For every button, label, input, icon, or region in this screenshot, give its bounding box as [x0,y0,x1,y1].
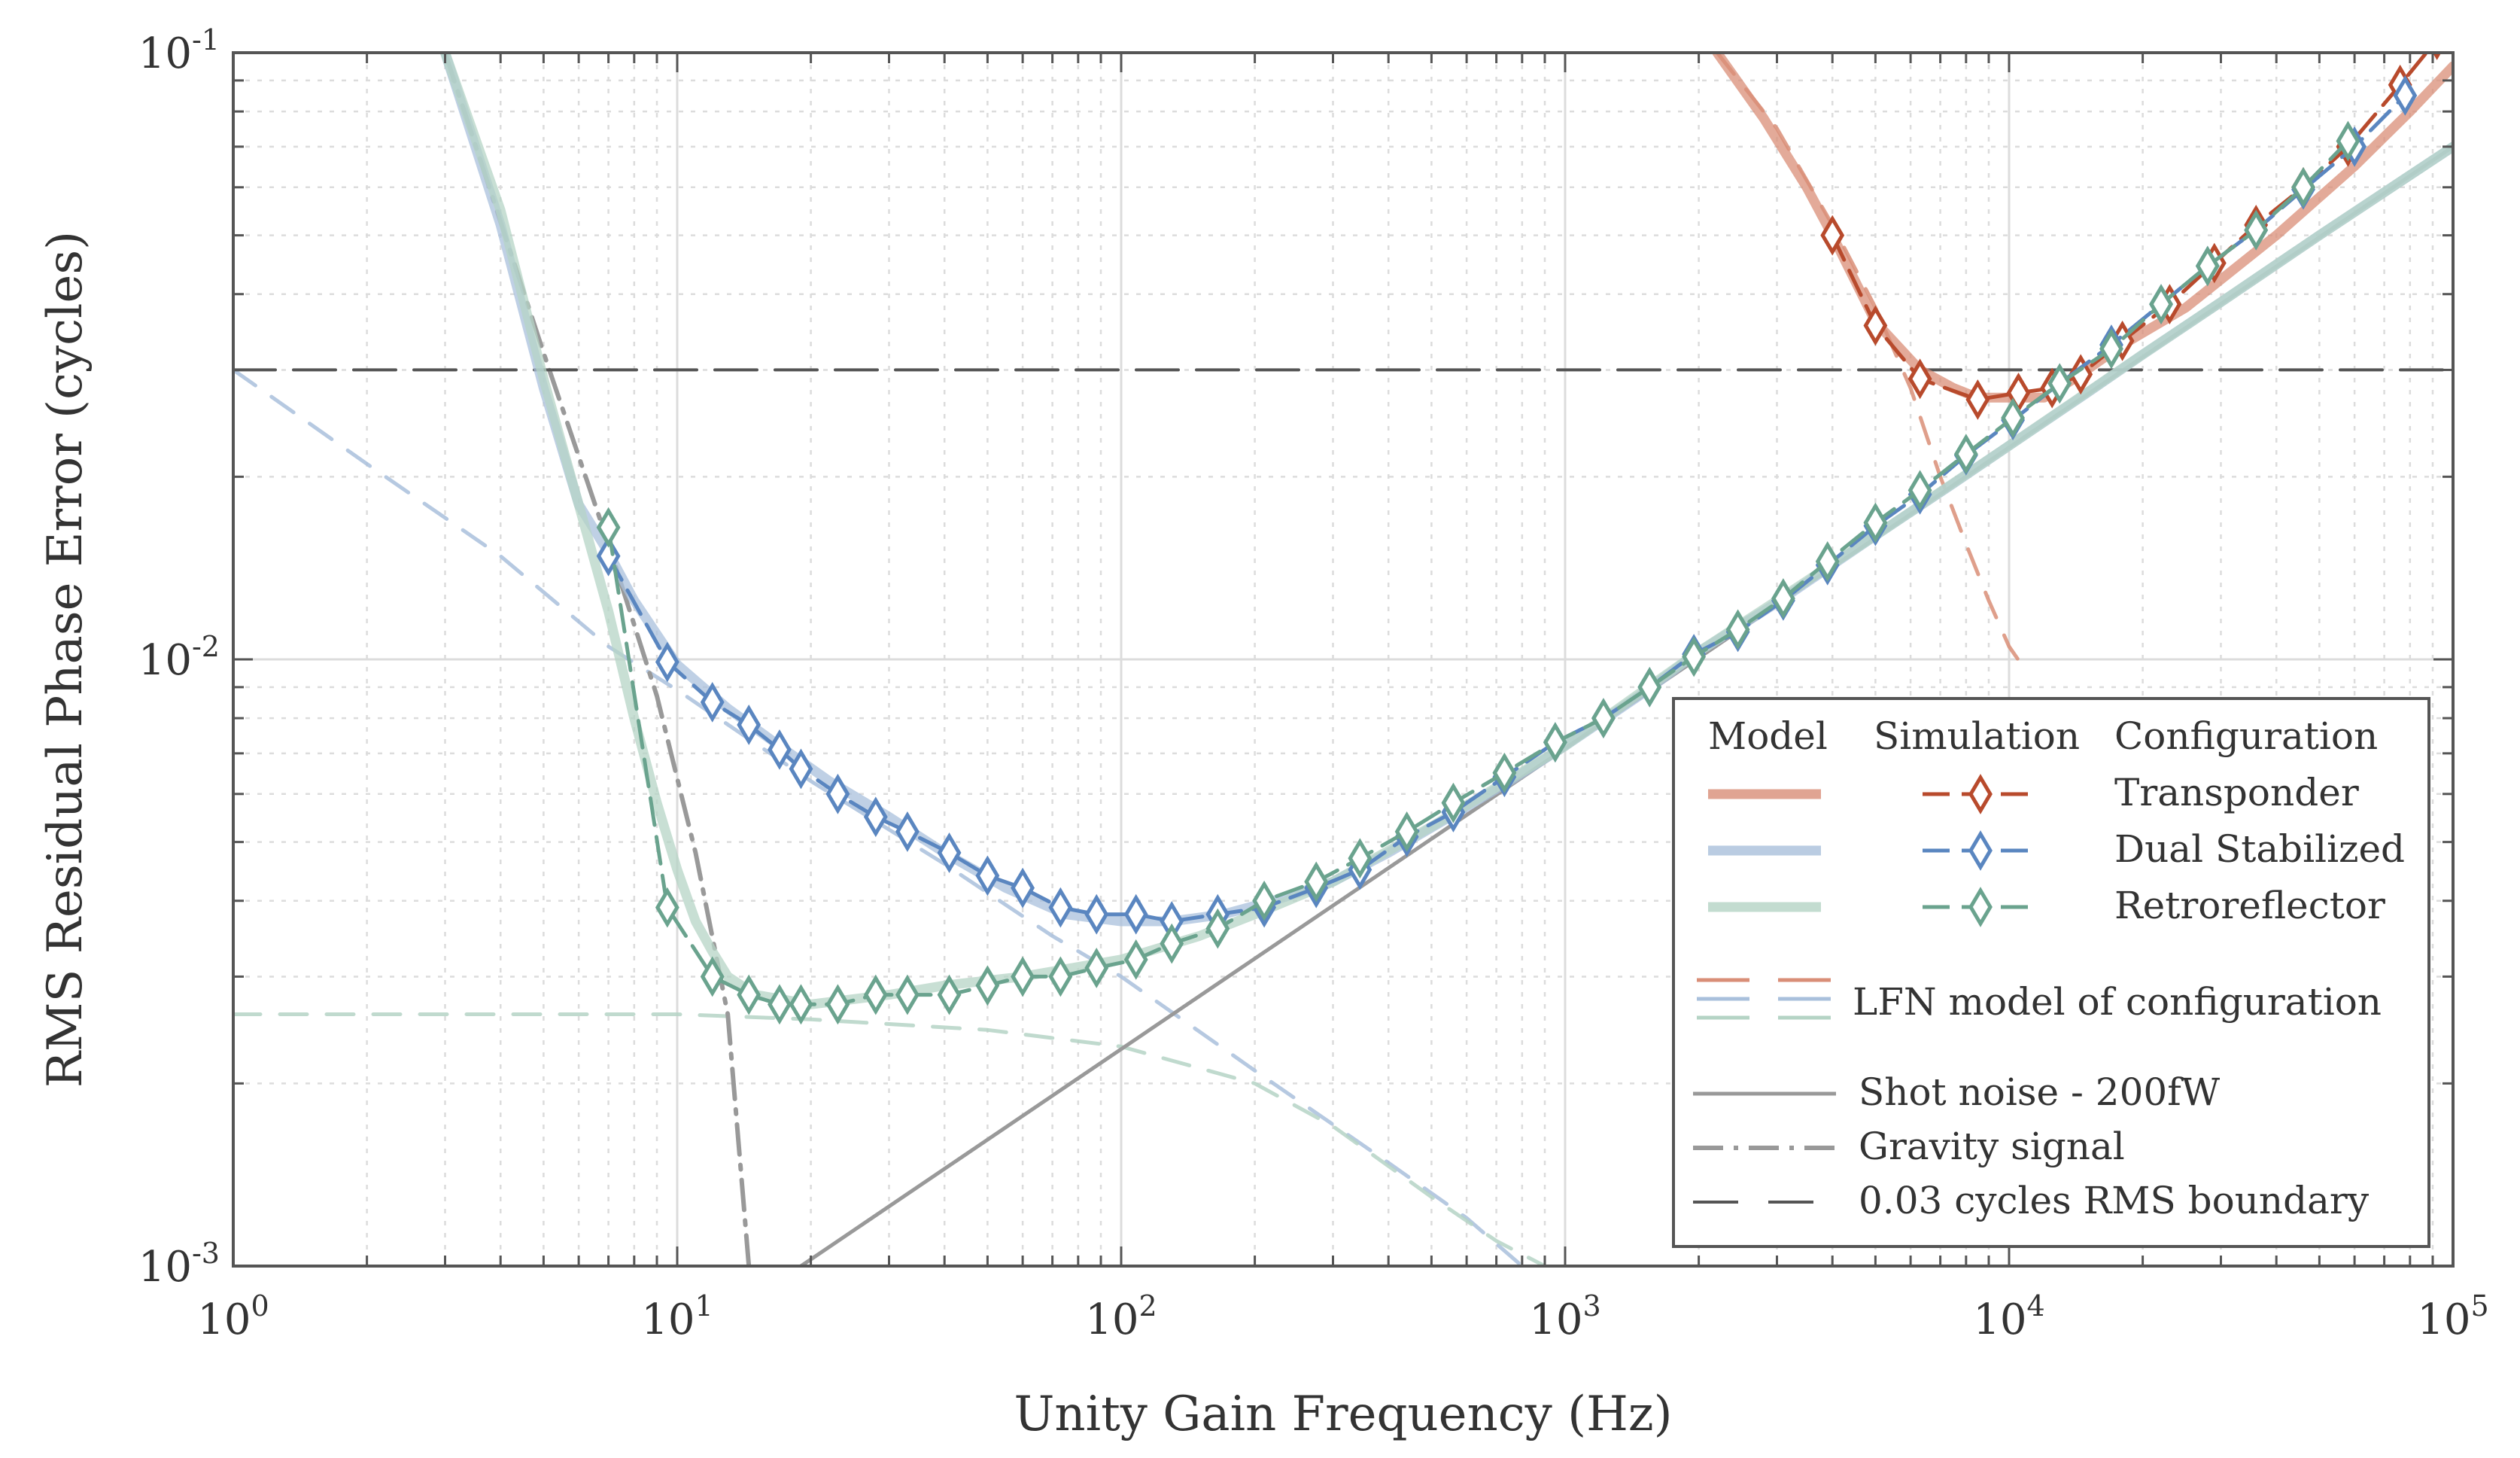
data-point-retroreflector-simulation [1011,956,1035,997]
y-axis-title: RMS Residual Phase Error (cycles) [38,231,93,1088]
series-line-transponder-lfn-model [1715,53,2029,675]
data-point-dual-stabilized-simulation [1048,887,1073,928]
legend-header-configuration: Configuration [2114,714,2378,758]
data-point-dual-stabilized-simulation [975,855,1000,896]
legend-label-lfn: LFN model of configuration [1853,980,2382,1024]
y-tick-label: 10-3 [138,1237,220,1292]
x-axis-title: Unity Gain Frequency (Hz) [1014,1386,1672,1442]
data-point-transponder-simulation [1965,379,1990,420]
series-line-retroreflector-lfn-model [233,1012,1547,1266]
data-point-retroreflector-simulation [1863,502,1888,543]
grid-lines [232,53,2453,1268]
legend-sim-marker-retroreflector [1968,887,1993,927]
data-point-retroreflector-simulation [863,974,888,1015]
y-tick-labels: 10-3 10-2 10-1 [138,23,220,1292]
legend-label-shot-noise: Shot noise - 200fW [1859,1070,2221,1114]
data-point-retroreflector-simulation [1441,782,1466,823]
data-point-retroreflector-simulation [825,984,850,1025]
legend-sim-marker-transponder [1968,774,1993,814]
data-point-retroreflector-simulation [1907,470,1932,511]
data-point-dual-stabilized-simulation [1011,867,1035,909]
legend-label-dual-stabilized: Dual Stabilized [2114,827,2405,871]
data-point-transponder-simulation [1907,358,1932,400]
data-point-dual-stabilized-simulation [768,729,792,770]
data-point-retroreflector-simulation [975,965,1000,1006]
legend-label-gravity: Gravity signal [1859,1125,2125,1168]
legend-label-retroreflector: Retroreflector [2114,884,2385,927]
data-point-retroreflector-simulation [2291,166,2315,208]
data-point-dual-stabilized-simulation [863,796,888,838]
data-point-dual-stabilized-simulation [825,773,850,814]
data-point-retroreflector-simulation [1637,666,1662,708]
data-point-retroreflector-simulation [1048,956,1073,997]
data-point-retroreflector-simulation [2244,209,2269,251]
data-point-retroreflector-simulation [937,974,962,1015]
data-point-dual-stabilized-simulation [789,748,813,790]
axis-ticks [232,53,2453,1268]
x-tick-labels: 100 101 102 103 104 105 [197,1289,2488,1344]
data-point-retroreflector-simulation [1160,923,1184,964]
data-point-retroreflector-simulation [1815,541,1840,582]
data-point-retroreflector-simulation [2336,120,2360,162]
series-line-transponder-model [1712,53,2453,403]
data-point-transponder-simulation [1863,305,1888,346]
legend: Model Simulation Configuration Transpond… [1672,697,2430,1248]
data-point-retroreflector-simulation [1591,698,1616,739]
data-point-dual-stabilized-simulation [655,641,679,683]
data-point-retroreflector-simulation [2001,397,2025,439]
data-point-transponder-simulation [1820,215,1845,256]
legend-label-boundary: 0.03 cycles RMS boundary [1859,1179,2370,1222]
y-tick-label: 10-2 [138,630,220,685]
data-point-retroreflector-simulation [1953,434,1978,475]
data-point-retroreflector-simulation [596,507,621,548]
data-point-dual-stabilized-simulation [700,681,725,723]
data-point-retroreflector-simulation [1252,880,1277,921]
x-tick-label: 101 [641,1289,713,1344]
data-point-retroreflector-simulation [1084,948,1109,988]
data-point-dual-stabilized-simulation [895,811,920,852]
x-tick-label: 100 [197,1289,269,1344]
x-tick-label: 105 [2417,1289,2488,1344]
data-point-retroreflector-simulation [1394,811,1419,852]
data-point-retroreflector-simulation [1771,578,1795,619]
data-point-retroreflector-simulation [2195,245,2220,287]
data-point-retroreflector-simulation [655,887,679,928]
data-point-retroreflector-simulation [737,974,761,1015]
data-point-dual-stabilized-simulation [737,705,761,745]
data-point-retroreflector-simulation [1123,939,1148,980]
x-tick-label: 102 [1085,1289,1157,1344]
data-point-retroreflector-simulation [1725,609,1750,650]
data-point-retroreflector-simulation [768,984,792,1025]
data-point-retroreflector-simulation [2099,328,2123,370]
data-point-retroreflector-simulation [2047,363,2072,404]
data-point-retroreflector-simulation [1682,636,1707,677]
data-point-dual-stabilized-simulation [1123,893,1148,935]
legend-symbols [1693,774,2039,1204]
legend-label-transponder: Transponder [2114,771,2359,814]
series-line-gravity-signal [442,53,752,1266]
x-tick-label: 104 [1973,1289,2044,1344]
x-tick-label: 103 [1529,1289,1600,1344]
legend-sim-marker-dual-stabilized [1968,830,1993,871]
data-point-dual-stabilized-simulation [1084,893,1109,935]
data-point-retroreflector-simulation [1304,861,1329,902]
data-point-retroreflector-simulation [1543,722,1567,763]
legend-header-model: Model [1708,714,1828,758]
legend-header-simulation: Simulation [1874,714,2080,758]
y-tick-label: 10-1 [138,23,220,78]
series-layer [233,53,2453,1266]
data-point-retroreflector-simulation [1205,908,1230,949]
data-point-retroreflector-simulation [2149,284,2173,325]
data-point-retroreflector-simulation [789,984,813,1025]
data-point-retroreflector-simulation [1348,838,1372,879]
data-point-dual-stabilized-simulation [937,832,962,873]
data-point-retroreflector-simulation [700,956,725,997]
data-point-retroreflector-simulation [1492,752,1517,793]
data-point-dual-stabilized-simulation [2393,75,2418,116]
data-point-retroreflector-simulation [895,974,920,1015]
